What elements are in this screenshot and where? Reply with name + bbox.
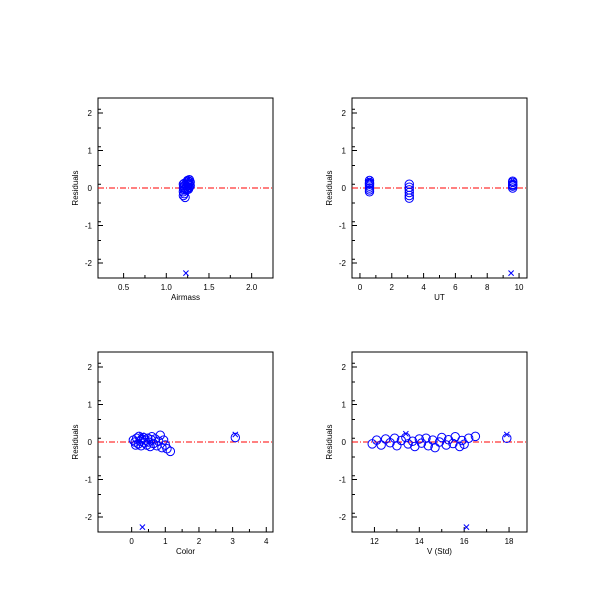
data-point-cross — [232, 431, 239, 438]
data-point-circle — [507, 176, 518, 186]
data-point-circle — [392, 441, 402, 451]
data-point-cross — [402, 430, 409, 437]
data-point-circle — [430, 442, 440, 453]
x-tick-label: 1 — [163, 537, 168, 546]
data-point-circle — [441, 440, 451, 450]
data-point-circle — [180, 192, 190, 203]
data-point-circle — [165, 446, 176, 457]
data-point-cross — [139, 524, 146, 531]
y-tick-label: 1 — [342, 147, 347, 156]
x-tick-label: 4 — [264, 537, 269, 546]
data-point-circle — [404, 193, 414, 203]
x-tick-label: 8 — [485, 283, 490, 292]
x-tick-label: 2 — [390, 283, 395, 292]
x-tick-label: 18 — [505, 537, 514, 546]
plot-panel-2: -2 -1 0 1 2 0 2 4 6 8 10 UT Residuals — [325, 97, 528, 302]
y-tick-label: 2 — [88, 109, 93, 118]
data-point-circle — [145, 441, 155, 452]
x-tick-label: 2.0 — [246, 283, 258, 292]
data-point-circle — [454, 441, 465, 452]
x-tick-label: 16 — [460, 537, 469, 546]
plot-panel-1: -2 -1 0 1 2 0.5 1.0 1.5 2.0 Airmass Residuals — [71, 97, 274, 302]
data-point-circle — [407, 436, 418, 446]
y-tick-label: -2 — [85, 259, 93, 268]
x-tick-label: 0.5 — [118, 283, 130, 292]
y-tick-label: 0 — [342, 438, 347, 447]
data-point-circle — [376, 440, 386, 450]
data-point-cross — [508, 270, 515, 277]
data-point-circle — [185, 181, 195, 191]
data-point-circle — [162, 444, 172, 454]
data-point-cross — [463, 524, 470, 531]
data-point-circle — [423, 441, 433, 451]
data-point-circle — [404, 187, 414, 198]
x-tick-label: 3 — [230, 537, 235, 546]
x-tick-label: 0 — [358, 283, 363, 292]
x-tick-label: 1.0 — [161, 283, 173, 292]
data-point-circle — [230, 432, 241, 443]
y-tick-label: -1 — [339, 476, 347, 485]
data-point-circle — [404, 190, 414, 201]
x-tick-label: 0 — [129, 537, 134, 546]
data-point-circle — [463, 433, 474, 443]
y-tick-label: 0 — [342, 184, 347, 193]
x-axis-label: Color — [176, 547, 195, 556]
x-tick-label: 12 — [370, 537, 379, 546]
y-axis-label: Residuals — [71, 424, 80, 459]
x-tick-label: 6 — [453, 283, 458, 292]
x-axis-label: V (Std) — [427, 547, 452, 556]
y-tick-label: -2 — [85, 513, 93, 522]
y-tick-label: 1 — [342, 401, 347, 410]
data-point-circle — [178, 190, 189, 201]
y-tick-label: -2 — [339, 513, 347, 522]
data-point-cross — [503, 431, 510, 438]
y-tick-label: 2 — [88, 363, 93, 372]
x-tick-label: 14 — [415, 537, 424, 546]
y-tick-label: 0 — [88, 184, 93, 193]
x-tick-label: 2 — [197, 537, 202, 546]
data-point-circle — [507, 183, 518, 193]
data-point-circle — [157, 442, 167, 453]
data-point-cross — [509, 177, 516, 184]
x-axis-label: UT — [434, 293, 445, 302]
data-point-circle — [158, 435, 169, 445]
y-tick-label: -1 — [85, 222, 93, 231]
y-tick-label: 0 — [88, 438, 93, 447]
data-point-cross — [366, 176, 373, 183]
data-point-circle — [459, 439, 469, 449]
y-axis-label: Residuals — [325, 424, 334, 459]
data-point-circle — [470, 431, 481, 442]
data-point-circle — [155, 430, 165, 440]
data-point-cross — [182, 270, 189, 277]
plot-panel-3: -2 -1 0 1 2 0 1 2 3 4 Color Residuals — [71, 351, 274, 556]
y-axis-label: Residuals — [71, 170, 80, 205]
data-point-cross — [138, 432, 145, 439]
data-point-circle — [437, 432, 447, 443]
data-point-circle — [130, 440, 141, 450]
data-point-circle — [403, 439, 413, 449]
y-tick-label: -2 — [339, 259, 347, 268]
y-axis-label: Residuals — [325, 170, 334, 205]
x-tick-label: 4 — [421, 283, 426, 292]
data-point-circle — [502, 433, 512, 443]
data-point-cross — [186, 175, 193, 182]
y-tick-label: -1 — [85, 476, 93, 485]
x-axis-label: Airmass — [171, 293, 200, 302]
y-tick-label: 1 — [88, 147, 93, 156]
y-tick-label: -1 — [339, 222, 347, 231]
x-tick-label: 10 — [515, 283, 524, 292]
y-tick-label: 2 — [342, 109, 347, 118]
x-tick-label: 1.5 — [203, 283, 215, 292]
y-tick-label: 2 — [342, 363, 347, 372]
y-tick-label: 1 — [88, 401, 93, 410]
data-point-circle — [184, 182, 195, 192]
